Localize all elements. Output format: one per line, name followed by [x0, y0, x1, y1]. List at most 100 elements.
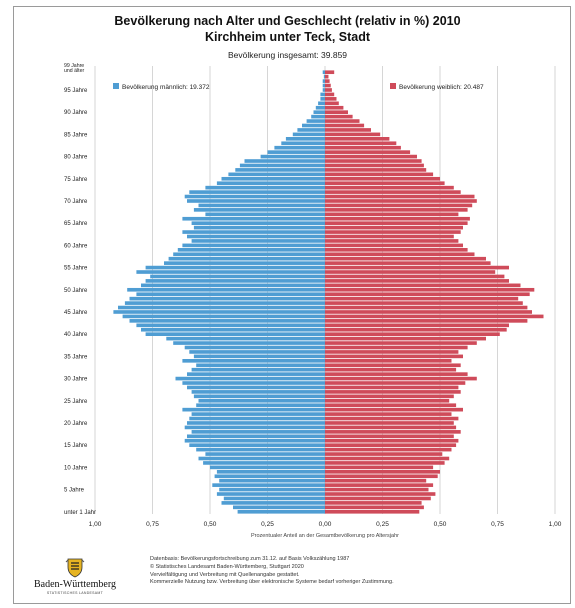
female-bar — [325, 132, 381, 137]
male-bar — [311, 114, 325, 119]
y-tick-label: 20 Jahre — [64, 421, 88, 427]
y-tick-label: 55 Jahre — [64, 266, 88, 272]
male-bar — [193, 208, 325, 212]
female-bar — [325, 296, 519, 301]
y-tick-label: und älter — [64, 68, 84, 74]
x-tick-label: 1,00 — [549, 521, 562, 528]
female-bar — [325, 163, 424, 168]
footer-line: Vervielfältigung und Verbreitung mit Que… — [150, 571, 300, 578]
female-bar — [325, 470, 440, 474]
male-bar — [221, 176, 325, 181]
x-tick-label: 0,25 — [261, 521, 274, 528]
male-bar — [177, 248, 325, 252]
female-bar — [325, 314, 544, 319]
female-bar — [325, 447, 452, 452]
y-tick-label: 50 Jahre — [64, 288, 88, 294]
male-bar — [205, 185, 325, 190]
male-bar — [129, 319, 325, 323]
male-bar — [113, 310, 326, 314]
male-bar — [198, 398, 325, 403]
male-bar — [173, 341, 325, 345]
male-bar — [239, 163, 325, 168]
chart-title: Bevölkerung nach Alter und Geschlecht (r… — [114, 14, 461, 28]
male-bar — [193, 394, 325, 399]
female-bar — [325, 305, 528, 310]
y-tick-label: 5 Jahre — [64, 488, 85, 494]
y-tick-label: 25 Jahre — [64, 399, 88, 405]
male-bar — [315, 105, 325, 110]
male-bar — [219, 487, 325, 492]
male-bar — [235, 168, 325, 172]
y-tick-label: 10 Jahre — [64, 465, 88, 471]
female-bar — [325, 319, 528, 323]
female-bar — [325, 292, 530, 297]
female-bar — [325, 194, 475, 199]
female-bar — [325, 172, 434, 177]
female-bar — [325, 367, 457, 372]
logo-subtitle: STATISTISCHES LANDESAMT — [46, 591, 104, 595]
female-bar — [325, 390, 461, 394]
female-bar — [325, 83, 331, 88]
male-bar — [191, 412, 325, 416]
male-bar — [184, 345, 325, 350]
female-bar — [325, 398, 450, 403]
female-bar — [325, 372, 468, 376]
footer-line: Datenbasis: Bevölkerungsfortschreibung z… — [150, 556, 350, 562]
male-bar — [193, 354, 325, 359]
x-tick-label: 0,50 — [434, 521, 447, 528]
female-bar — [325, 483, 434, 487]
male-bar — [216, 470, 325, 474]
male-bar — [233, 505, 325, 510]
y-tick-label: 85 Jahre — [64, 132, 88, 138]
male-bar — [196, 363, 325, 368]
male-bar — [216, 181, 325, 186]
female-bar — [325, 92, 335, 97]
female-bar — [325, 456, 450, 461]
female-bar — [325, 412, 452, 416]
female-bar — [325, 199, 477, 203]
male-bar — [129, 296, 325, 301]
male-bar — [187, 385, 325, 390]
male-bar — [196, 403, 325, 408]
x-axis-label: Prozentualer Anteil an der Gesamtbevölke… — [251, 533, 399, 539]
female-bar — [325, 509, 420, 514]
male-bar — [175, 376, 325, 381]
female-bar — [325, 74, 329, 79]
female-bar — [325, 359, 452, 363]
male-bar — [118, 305, 325, 310]
male-bar — [274, 145, 325, 150]
y-tick-label: 45 Jahre — [64, 310, 88, 316]
female-bar — [325, 105, 344, 110]
female-bar — [325, 128, 371, 132]
female-bar — [325, 287, 535, 292]
footer-notes: Datenbasis: Bevölkerungsfortschreibung z… — [150, 556, 560, 587]
male-bar — [184, 425, 325, 430]
female-bar — [325, 385, 459, 390]
female-bar — [325, 274, 505, 279]
female-bar — [325, 230, 461, 234]
male-bar — [205, 212, 325, 217]
footer-line: © Statistisches Landesamt Baden-Württemb… — [150, 563, 304, 570]
female-bar — [325, 310, 532, 314]
female-bar — [325, 474, 438, 479]
y-tick-label: 60 Jahre — [64, 243, 88, 249]
x-tick-label: 1,00 — [89, 521, 102, 528]
male-bar — [136, 323, 325, 328]
female-bar — [325, 354, 463, 359]
female-bar — [325, 252, 475, 257]
male-bar — [189, 443, 325, 447]
female-bar — [325, 345, 468, 350]
male-bar — [223, 496, 325, 501]
female-bar — [325, 225, 463, 230]
female-bar — [325, 239, 459, 243]
y-tick-label: 80 Jahre — [64, 155, 88, 161]
female-bar — [325, 221, 468, 225]
female-bar — [325, 434, 454, 439]
legend-swatch-female — [390, 83, 396, 89]
male-bar — [124, 301, 326, 305]
male-bar — [297, 128, 325, 132]
female-bar — [325, 443, 457, 447]
female-bar — [325, 168, 427, 172]
y-tick-label: 95 Jahre — [64, 88, 88, 94]
male-bar — [320, 97, 325, 101]
